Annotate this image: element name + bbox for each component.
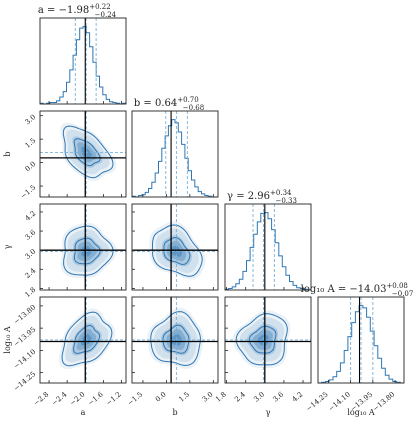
xtick-label-log10A-0: −14.25 [305, 390, 330, 413]
histogram-gamma [224, 212, 311, 291]
xtick-label-a-2: −2.0 [68, 390, 86, 407]
ytick-label-b-3: 3.0 [24, 113, 38, 126]
panel-frame-log10A-b [131, 296, 219, 384]
contour-gamma-b-1 [151, 224, 203, 277]
xtick-label-b-0: −1.5 [126, 390, 144, 407]
contour-log10A-a-1 [61, 311, 113, 367]
xaxis-label-b: b [172, 408, 177, 417]
panel-frame-gamma-b [131, 203, 219, 291]
yaxis-label-log10A: log₁₀ A [3, 326, 12, 353]
xaxis-label-a: a [81, 408, 86, 417]
xaxis-label-log10A: log₁₀ A [347, 408, 374, 417]
ytick-label-b-0: −1.5 [19, 183, 37, 200]
ytick-label-log10A-3: −13.80 [12, 303, 37, 326]
xtick-label-b-2: 1.5 [177, 390, 191, 403]
xtick-label-b-3: 3.0 [201, 390, 215, 403]
density-b-a-1 [66, 129, 110, 175]
xtick-label-b-1: 0.0 [154, 390, 168, 403]
xtick-label-gamma-4: 4.2 [291, 390, 305, 403]
contour-b-a-0 [73, 138, 101, 167]
ytick-label-log10A-0: −14.25 [12, 370, 37, 393]
histogram-log10A [318, 305, 404, 384]
density-log10A-a-1 [65, 315, 109, 363]
density-log10A-gamma-1 [239, 317, 285, 362]
xtick-label-a-4: −1.2 [105, 390, 123, 407]
xtick-label-gamma-3: 3.6 [272, 390, 286, 404]
ytick-label-gamma-2: 3.0 [24, 248, 38, 261]
panel-frame-gamma-gamma [224, 203, 312, 291]
yaxis-label-gamma: γ [3, 244, 12, 249]
title-gamma: γ = 2.96+0.34 −0.33 [227, 189, 297, 205]
contour-gamma-a-1 [63, 225, 114, 276]
ytick-label-gamma-3: 3.6 [24, 228, 38, 242]
xaxis-label-gamma: γ [266, 408, 271, 417]
contour-gamma-a-0 [73, 237, 101, 265]
histogram-a [39, 26, 127, 105]
title-b: b = 0.64+0.70 −0.68 [134, 96, 204, 112]
ytick-label-b-1: 0.0 [24, 160, 38, 173]
ytick-label-log10A-1: −14.10 [12, 348, 37, 371]
panel-frame-b-b [131, 110, 219, 198]
title-a: a = −1.98+0.22 −0.24 [38, 3, 117, 19]
panel-frame-log10A-gamma [224, 296, 312, 384]
contour-log10A-gamma-1 [235, 313, 288, 366]
panel-frame-log10A-log10A [317, 296, 405, 384]
xtick-label-gamma-0: 1.8 [214, 390, 228, 403]
panel-frame-gamma-a [39, 203, 127, 291]
panel-frame-b-a [39, 110, 127, 198]
density-gamma-b-2 [161, 235, 193, 267]
ytick-label-gamma-4: 4.2 [24, 209, 38, 222]
ytick-label-gamma-0: 1.8 [24, 286, 38, 299]
yaxis-label-b: b [3, 151, 12, 156]
histogram-b [131, 119, 218, 198]
xtick-label-log10A-3: −13.80 [371, 390, 396, 413]
ytick-label-b-2: 1.5 [24, 137, 38, 150]
xtick-label-a-3: −1.6 [86, 390, 105, 407]
title-log10A: log₁₀ A = −14.03+0.08 −0.07 [301, 282, 414, 298]
density-b-a-0 [60, 122, 117, 181]
ytick-label-log10A-2: −13.95 [12, 326, 37, 349]
xtick-label-a-0: −2.8 [32, 390, 50, 407]
panel-frame-a-a [39, 17, 127, 105]
xtick-label-gamma-1: 2.4 [233, 390, 247, 404]
contour-gamma-b-0 [163, 237, 191, 265]
density-log10A-gamma-0 [232, 310, 291, 369]
xtick-label-gamma-2: 3.0 [252, 390, 266, 403]
contour-log10A-a-0 [73, 325, 101, 354]
ytick-label-gamma-1: 2.4 [24, 266, 38, 280]
xtick-label-a-1: −2.4 [50, 390, 69, 407]
panel-frame-log10A-a [39, 296, 127, 384]
contour-log10A-b-1 [150, 311, 201, 366]
contour-b-a-1 [62, 125, 114, 179]
